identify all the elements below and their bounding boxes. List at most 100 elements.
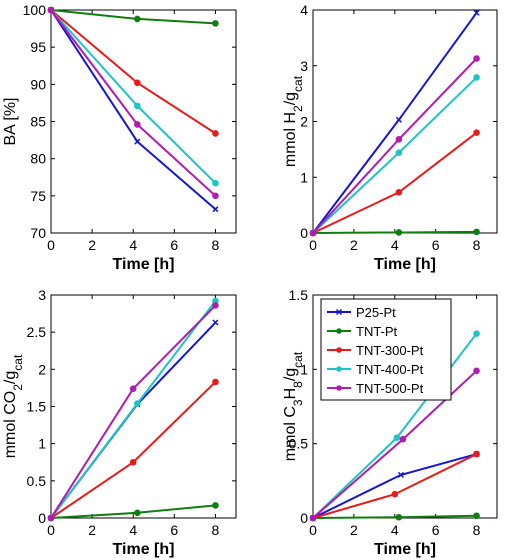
y-tick-label: 3 bbox=[38, 287, 46, 303]
y-tick-label: 0 bbox=[300, 510, 308, 526]
y-tick-label: 1 bbox=[38, 436, 46, 452]
legend-item: TNT-300-Pt bbox=[327, 343, 424, 358]
data-point bbox=[395, 513, 403, 521]
y-axis-label-part: cat bbox=[291, 351, 305, 368]
y-axis-label-part: 2 bbox=[11, 384, 25, 391]
y-tick-label: 100 bbox=[23, 2, 47, 18]
x-tick-label: 0 bbox=[309, 522, 317, 538]
series-line bbox=[312, 230, 477, 234]
y-tick-label: 2 bbox=[300, 114, 308, 130]
data-point bbox=[395, 136, 403, 143]
y-tick-label: 70 bbox=[30, 225, 46, 241]
data-point bbox=[212, 206, 219, 213]
data-point bbox=[134, 102, 141, 110]
data-point bbox=[134, 15, 141, 23]
data-point bbox=[395, 149, 403, 157]
y-tick-label: 95 bbox=[30, 39, 46, 55]
plot-frame bbox=[50, 294, 237, 519]
x-tick-label: 4 bbox=[391, 522, 399, 538]
legend-item: TNT-400-Pt bbox=[327, 362, 424, 377]
x-tick-label: 8 bbox=[473, 237, 481, 253]
y-axis-label-part: 3 bbox=[291, 399, 305, 406]
x-axis-label: Time [h] bbox=[113, 541, 175, 558]
data-point bbox=[129, 458, 137, 466]
data-point bbox=[134, 509, 141, 517]
x-tick-label: 6 bbox=[432, 522, 440, 538]
y-tick-label: 75 bbox=[30, 188, 46, 204]
x-tick-label: 0 bbox=[47, 522, 55, 538]
y-tick-label: 2.5 bbox=[27, 324, 47, 340]
data-point bbox=[47, 514, 55, 522]
data-point bbox=[473, 55, 480, 62]
legend-label: TNT-300-Pt bbox=[356, 343, 424, 358]
x-tick-label: 0 bbox=[47, 237, 55, 253]
x-axis-label: Time [h] bbox=[374, 256, 436, 273]
y-tick-label: 90 bbox=[30, 76, 46, 92]
data-point bbox=[309, 229, 317, 237]
data-point bbox=[212, 502, 219, 509]
y-tick-label: 1 bbox=[300, 361, 308, 377]
legend-item: P25-Pt bbox=[327, 305, 396, 320]
data-point bbox=[47, 6, 55, 14]
x-tick-label: 4 bbox=[129, 237, 137, 253]
data-point bbox=[212, 378, 219, 386]
data-point bbox=[309, 514, 317, 522]
data-point bbox=[212, 20, 219, 27]
x-tick-label: 6 bbox=[170, 237, 178, 253]
data-point bbox=[473, 330, 480, 337]
data-point bbox=[212, 130, 219, 137]
y-axis-label-part: /g bbox=[282, 92, 299, 105]
data-point bbox=[473, 228, 480, 236]
x-tick-label: 0 bbox=[309, 237, 317, 253]
data-point bbox=[212, 302, 219, 309]
series-tnt-500-pt bbox=[47, 302, 219, 522]
y-axis-label-part: H bbox=[282, 388, 299, 400]
series-tnt-500-pt bbox=[309, 367, 480, 522]
y-tick-label: 80 bbox=[30, 151, 46, 167]
y-tick-label: 2 bbox=[38, 361, 46, 377]
y-axis-label-part: 2 bbox=[291, 105, 305, 112]
y-tick-label: 85 bbox=[30, 114, 46, 130]
data-point bbox=[473, 512, 480, 520]
data-point bbox=[212, 192, 219, 200]
y-axis-label-part: mmol H bbox=[282, 112, 299, 167]
y-axis-label-part: /g bbox=[2, 371, 19, 384]
x-tick-label: 8 bbox=[212, 522, 220, 538]
y-axis-label: mmol CO2/gcat bbox=[2, 354, 25, 458]
x-tick-label: 4 bbox=[129, 522, 137, 538]
legend-label: P25-Pt bbox=[356, 305, 396, 320]
y-tick-label: 1.5 bbox=[27, 399, 47, 415]
data-point bbox=[129, 385, 137, 392]
y-axis-label-part: cat bbox=[291, 75, 305, 92]
y-axis-label-part: /g bbox=[282, 368, 299, 381]
x-tick-label: 2 bbox=[88, 237, 96, 253]
panel-1: 0 2 4 6 8 70 75 80 85 90 95 100 Time [h] BA [%] bbox=[2, 2, 237, 273]
data-point bbox=[134, 138, 141, 145]
y-tick-label: 3 bbox=[300, 58, 308, 74]
data-point bbox=[397, 471, 404, 478]
y-tick-label: 0 bbox=[38, 510, 46, 526]
plot-frame bbox=[312, 9, 498, 234]
data-point bbox=[391, 490, 399, 498]
data-point bbox=[134, 400, 141, 407]
y-axis-label-part: 8 bbox=[291, 381, 305, 388]
x-tick-label: 8 bbox=[212, 237, 220, 253]
data-point bbox=[473, 74, 480, 81]
x-tick-label: 6 bbox=[432, 237, 440, 253]
y-axis-label: mmol H2/gcat bbox=[282, 75, 305, 167]
data-point bbox=[473, 9, 480, 16]
data-point bbox=[134, 121, 141, 128]
x-axis-label: Time [h] bbox=[374, 541, 436, 558]
y-tick-label: 0 bbox=[300, 225, 308, 241]
series-tnt-500-pt bbox=[309, 55, 480, 237]
y-axis-label: BA [%] bbox=[2, 97, 19, 145]
legend: P25-Pt TNT-Pt TNT-300-Pt TNT-400-Pt TNT-500-… bbox=[320, 298, 452, 401]
y-tick-label: 1 bbox=[300, 169, 308, 185]
data-point bbox=[473, 367, 480, 375]
x-tick-label: 6 bbox=[170, 522, 178, 538]
data-point bbox=[473, 129, 480, 136]
